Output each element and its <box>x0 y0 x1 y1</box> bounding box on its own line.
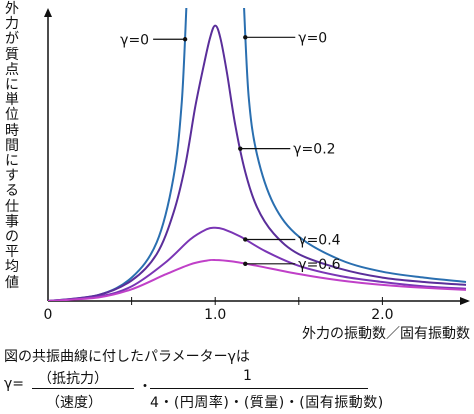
formula-denominator-1: （速度） <box>46 395 102 411</box>
formula-multiply-dot: ・ <box>138 379 152 395</box>
series-layer <box>48 8 467 301</box>
annotation-label: γ=0 <box>298 30 327 46</box>
formula-caption: 図の共振曲線に付したパラメーターγは <box>4 349 250 365</box>
formula-denominator-2: 4・(円周率)・(質量)・(固有振動数) <box>150 395 384 411</box>
tick-layer: 0 1.0 2.0 <box>44 297 394 323</box>
annotation-label: γ=0.4 <box>298 232 340 248</box>
y-axis-label: 外力が質点に単位時間にする仕事の平均値 <box>5 1 19 291</box>
axes <box>44 8 470 305</box>
formula-fraction-bar-2 <box>150 388 368 389</box>
resonance-chart: γ=0 γ=0 γ=0.2 γ=0.4 γ=0.6 0 1.0 2.0 外力の振動数／固有振… <box>44 8 470 342</box>
gamma-formula: 図の共振曲線に付したパラメーターγは γ= （抵抗力） （速度） ・ 1 4・(… <box>0 346 474 414</box>
formula-numerator-1: （抵抗力） <box>38 371 108 387</box>
annotation-label: γ=0.6 <box>298 257 340 273</box>
series-line-gamma-0-right <box>243 8 467 283</box>
series-line-0.4 <box>48 226 467 301</box>
annotation-label: γ=0.2 <box>293 142 335 158</box>
annotation-label: γ=0 <box>120 32 149 48</box>
series-line-0.6 <box>48 258 467 301</box>
annotation-layer: γ=0 γ=0 γ=0.2 γ=0.4 γ=0.6 <box>120 30 341 272</box>
formula-numerator-2: 1 <box>243 368 252 384</box>
x-axis-label: 外力の振動数／固有振動数 <box>302 326 470 342</box>
formula-fraction-bar-1 <box>32 388 134 389</box>
x-axis-arrow <box>460 297 470 305</box>
series-line-0.2 <box>48 24 467 301</box>
y-axis-arrow <box>44 8 52 17</box>
x-tick-label: 2.0 <box>371 307 393 323</box>
series-line-gamma-0-left <box>48 8 188 301</box>
x-tick-label: 1.0 <box>204 307 226 323</box>
formula-gamma: γ= <box>4 376 25 392</box>
x-tick-label: 0 <box>44 307 53 323</box>
